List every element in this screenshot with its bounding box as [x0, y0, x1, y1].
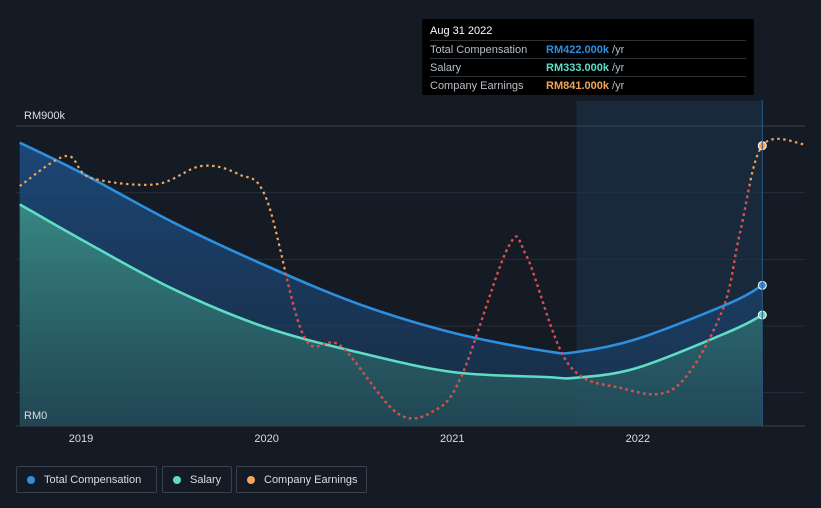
legend-item-salary[interactable]: Salary	[162, 466, 232, 493]
salary-line	[19, 203, 763, 380]
legend-label: Salary	[190, 474, 222, 486]
tooltip-value: RM333.000k /yr	[546, 62, 625, 74]
x-tick-label: 2022	[626, 433, 650, 445]
x-tick-label: 2019	[69, 433, 93, 445]
y-axis-labels: RM0 RM900k	[16, 110, 805, 427]
series-lines	[19, 137, 806, 420]
salary-area	[19, 204, 763, 426]
tooltip-row-total-compensation: Total Compensation RM422.000k /yr	[430, 40, 746, 59]
legend-item-total-compensation[interactable]: Total Compensation	[16, 466, 157, 493]
total-compensation-line	[19, 141, 763, 355]
tooltip-value: RM422.000k /yr	[546, 44, 625, 56]
tooltip-row-salary: Salary RM333.000k /yr	[430, 58, 746, 77]
x-tick-label: 2021	[440, 433, 464, 445]
tooltip-label: Company Earnings	[430, 80, 524, 92]
y-tick-label: RM0	[24, 410, 47, 422]
tooltip-row-company-earnings: Company Earnings RM841.000k /yr	[430, 76, 746, 95]
tooltip-label: Salary	[430, 62, 462, 74]
legend-label: Total Compensation	[44, 474, 142, 486]
company-earnings-loss-segment	[285, 180, 750, 420]
tooltip-label: Total Compensation	[430, 44, 528, 56]
tooltip: Aug 31 2022 Total Compensation RM422.000…	[422, 19, 754, 95]
x-axis-labels: 2019 2020 2021 2022	[69, 433, 650, 445]
x-tick-label: 2020	[254, 433, 278, 445]
series-areas	[19, 142, 763, 426]
legend-label: Company Earnings	[264, 474, 358, 486]
legend-item-company-earnings[interactable]: Company Earnings	[236, 466, 367, 493]
tooltip-value: RM841.000k /yr	[546, 80, 625, 92]
legend-dot-icon	[27, 476, 35, 484]
y-tick-label: RM900k	[24, 110, 65, 122]
legend-dot-icon	[173, 476, 181, 484]
legend-dot-icon	[247, 476, 255, 484]
tooltip-date: Aug 31 2022	[430, 25, 493, 37]
